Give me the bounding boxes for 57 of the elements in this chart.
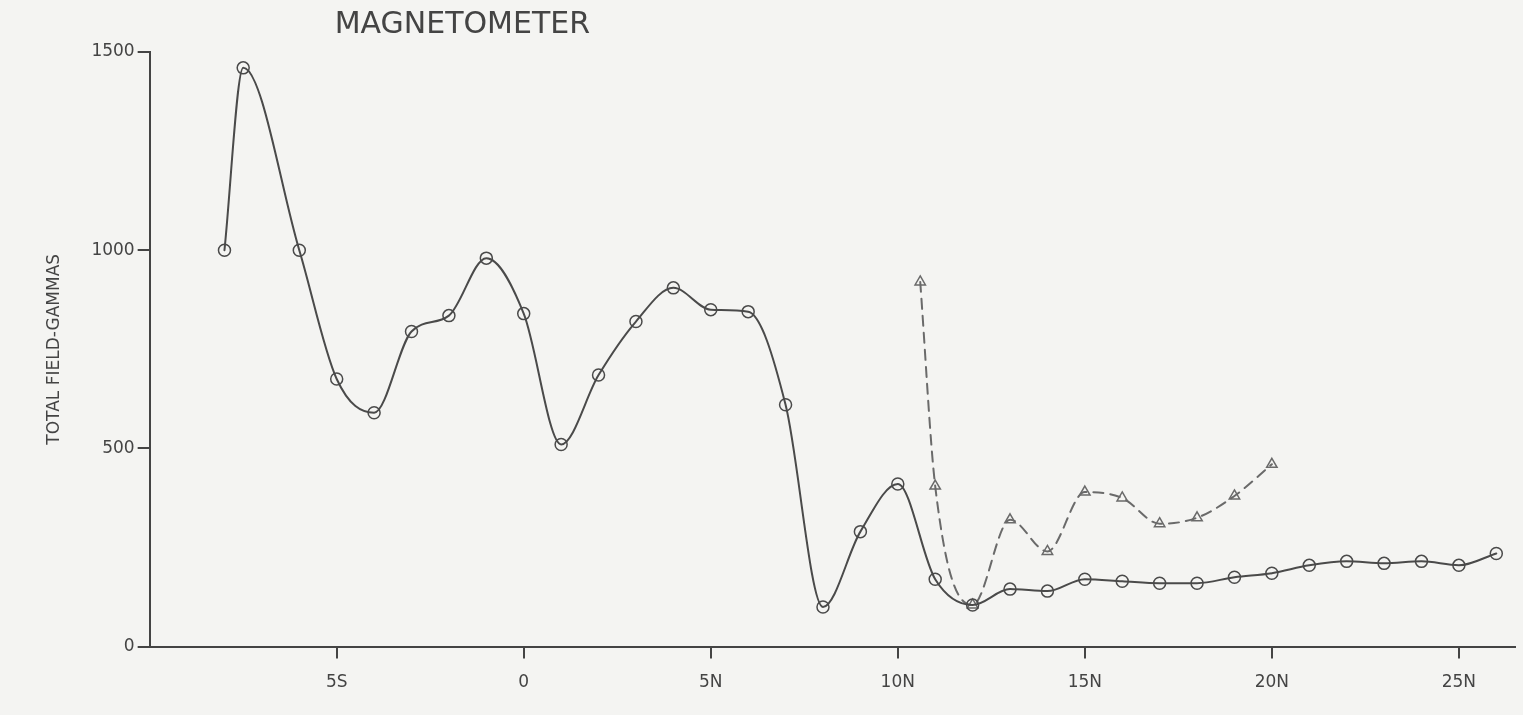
point [1377,556,1391,571]
point [914,275,927,286]
point [741,304,755,319]
point [1339,554,1354,569]
point [591,368,606,382]
point [1191,511,1203,522]
point [479,251,494,265]
point [329,372,344,386]
point [404,324,419,339]
y-tick-label: 500 [102,436,135,457]
y-tick-label: 0 [123,635,135,656]
x-tick-label: 15N [1067,671,1103,692]
point [666,281,681,295]
point [442,308,456,323]
point [816,600,830,614]
point [1228,489,1241,500]
point [1265,457,1278,469]
point [1003,582,1017,596]
point [929,479,942,490]
point [1489,546,1504,561]
point [236,61,250,75]
point [292,243,307,257]
x-tick-label: 10N [880,671,915,692]
x-tick-label: 25N [1441,671,1477,692]
point [217,243,232,257]
point [778,398,793,412]
x-tick-label: 20N [1254,671,1290,692]
x-tick-label: 5N [698,671,723,692]
point [629,314,643,329]
point [1414,554,1429,569]
y-axis-title: TOTAL FIELD-GAMMAS [42,253,63,446]
point [1152,576,1167,590]
point [554,437,568,452]
point [367,405,381,420]
point [1004,513,1016,524]
point [1115,574,1129,588]
point [1116,491,1129,502]
point [1265,566,1279,581]
point [1078,572,1092,586]
point [1302,558,1317,573]
point [704,302,718,317]
point [1227,570,1242,584]
point [891,477,905,491]
point [928,572,942,586]
point [1078,485,1091,496]
point [1153,516,1166,528]
point [1190,576,1204,590]
x-tick-label: 0 [518,671,530,692]
point [1452,558,1466,573]
y-tick-label: 1500 [91,40,135,61]
chart-title: MAGNETOMETER [334,4,591,40]
point [516,306,531,321]
point [1041,544,1054,556]
y-tick-label: 1000 [91,238,135,259]
x-tick-label: 5S [325,671,348,692]
point [853,524,868,539]
point [1040,584,1055,598]
